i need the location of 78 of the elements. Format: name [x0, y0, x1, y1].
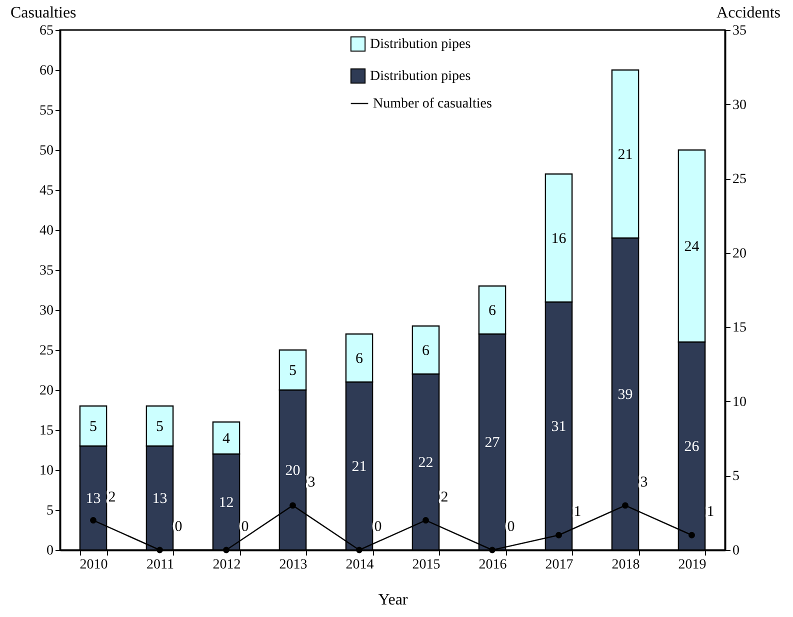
data-label: 20 [285, 463, 300, 479]
data-label: 31 [551, 419, 566, 435]
y-axis-title: Casualties [10, 4, 76, 22]
y-tick-label: 55 [40, 104, 54, 118]
x-tick-label: 2010 [80, 558, 108, 572]
data-label: 5 [156, 419, 164, 435]
data-label: 12 [218, 495, 234, 511]
x-tick-label: 2013 [279, 558, 308, 572]
data-label: 1 [706, 504, 714, 520]
y-tick-label: 45 [40, 184, 54, 198]
y-tick-label: 20 [40, 384, 54, 398]
legend-label: Number of casualties [373, 96, 492, 112]
x-tick-label: 2011 [146, 558, 174, 572]
y2-tick-label: 0 [732, 544, 740, 558]
data-label: 27 [484, 435, 500, 451]
y-tick-label: 65 [40, 24, 54, 38]
data-label: 2 [440, 489, 448, 506]
data-label: 3 [640, 474, 648, 490]
data-label: 39 [618, 387, 633, 403]
data-label: 3 [308, 474, 316, 490]
data-label: 21 [352, 459, 367, 475]
y-tick-label: 5 [46, 504, 54, 518]
data-label: 0 [241, 519, 249, 535]
point [556, 532, 562, 538]
data-label: 0 [174, 519, 182, 535]
y2-tick-label: 5 [732, 469, 740, 484]
data-label: 22 [418, 455, 434, 471]
data-label: 0 [507, 519, 515, 535]
point [90, 517, 96, 524]
x-tick-label: 2012 [212, 558, 241, 572]
y2-tick-label: 35 [732, 24, 746, 38]
legend-label: Distribution pipes [370, 37, 471, 52]
data-label: 26 [684, 439, 700, 455]
legend-label: Distribution pipes [370, 69, 471, 84]
y2-tick-label: 10 [732, 394, 746, 410]
y2-tick-label: 15 [732, 320, 746, 336]
point [290, 502, 296, 509]
y-tick-label: 40 [40, 224, 54, 238]
x-tick-label: 2017 [545, 558, 574, 572]
data-label: 0 [374, 519, 382, 535]
y-tick-label: 30 [40, 304, 54, 318]
data-label: 5 [90, 419, 97, 435]
data-label: 16 [551, 231, 567, 247]
data-label: 4 [222, 431, 230, 447]
x-tick-label: 2016 [478, 558, 507, 572]
data-label: 6 [422, 343, 430, 359]
x-tick-label: 2014 [346, 558, 374, 572]
point [356, 546, 362, 554]
point [223, 546, 230, 554]
y-tick-label: 15 [40, 424, 54, 438]
data-label: 1 [574, 504, 582, 520]
y-tick-label: 50 [40, 144, 54, 158]
y-tick-label: 60 [40, 64, 54, 78]
data-label: 13 [152, 491, 168, 507]
data-label: 5 [289, 363, 296, 379]
y-tick-label: 35 [40, 264, 54, 278]
point [622, 502, 628, 509]
y2-tick-label: 30 [732, 98, 746, 113]
x-axis-title: Year [378, 592, 408, 608]
y-tick-label: 25 [40, 344, 54, 358]
data-label: 24 [684, 239, 700, 255]
x-tick-label: 2019 [678, 558, 706, 572]
y-tick-label: 10 [40, 464, 54, 478]
data-label: 6 [356, 351, 364, 367]
y2-axis-title: Accidents [716, 4, 780, 22]
x-tick-label: 2015 [412, 558, 440, 572]
data-label: 2 [108, 489, 116, 506]
data-label: 21 [618, 147, 633, 163]
data-label: 6 [488, 303, 496, 319]
point [489, 546, 496, 554]
x-tick-label: 2018 [612, 558, 640, 572]
data-label: 13 [86, 491, 101, 507]
y2-tick-label: 25 [732, 172, 746, 188]
y-tick-label: 0 [46, 544, 54, 558]
y2-tick-label: 20 [732, 246, 746, 262]
point [422, 517, 429, 524]
point [688, 532, 695, 538]
point [156, 546, 163, 554]
